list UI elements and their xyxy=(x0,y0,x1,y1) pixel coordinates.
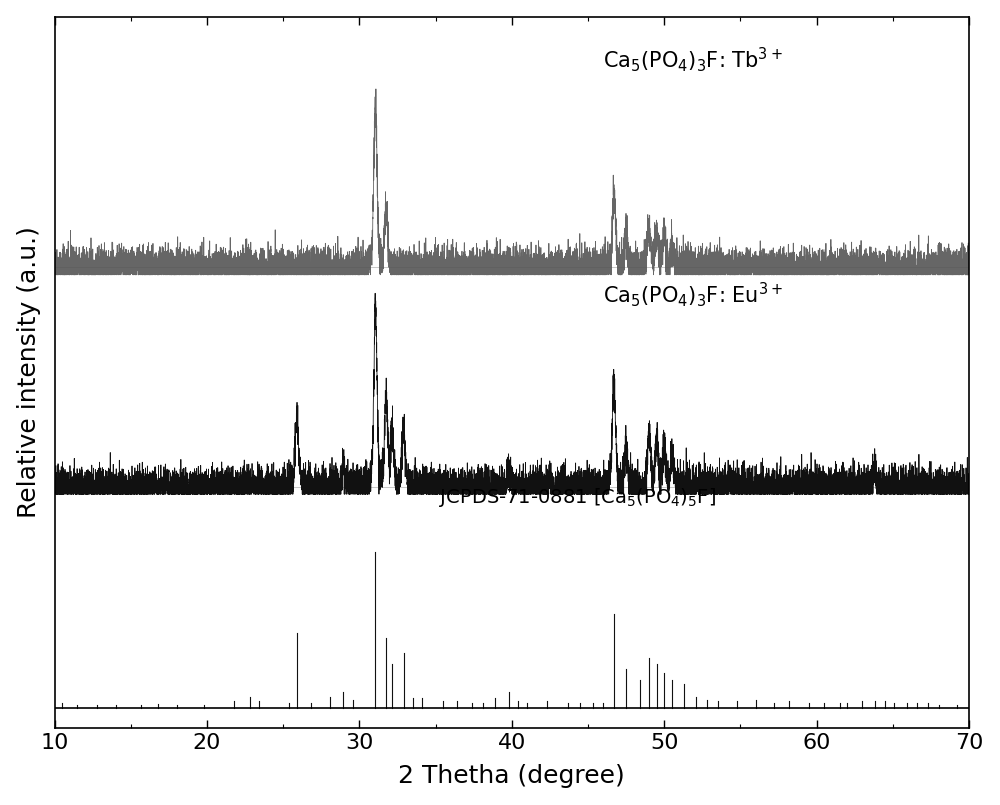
Text: Ca$_5$(PO$_4$)$_3$F: Tb$^{3+}$: Ca$_5$(PO$_4$)$_3$F: Tb$^{3+}$ xyxy=(603,45,783,74)
Y-axis label: Relative intensity (a.u.): Relative intensity (a.u.) xyxy=(17,226,41,518)
Text: JCPDS-71-0881 [Ca$_5$(PO$_4$)$_5$F]: JCPDS-71-0881 [Ca$_5$(PO$_4$)$_5$F] xyxy=(439,486,716,510)
Text: Ca$_5$(PO$_4$)$_3$F: Eu$^{3+}$: Ca$_5$(PO$_4$)$_3$F: Eu$^{3+}$ xyxy=(603,280,783,309)
X-axis label: 2 Thetha (degree): 2 Thetha (degree) xyxy=(398,764,625,788)
